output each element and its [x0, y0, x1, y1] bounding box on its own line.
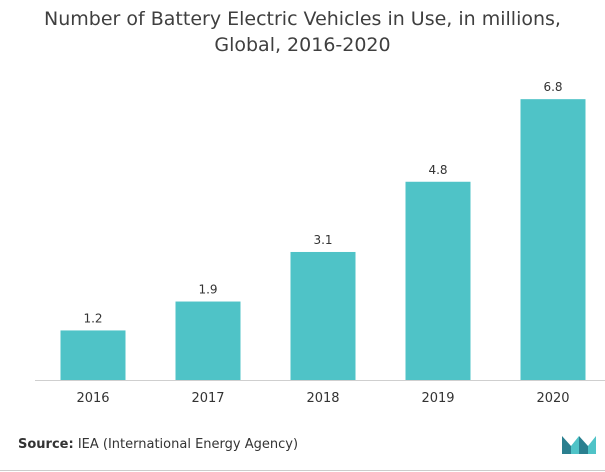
value-label-2020: 6.8 — [543, 80, 562, 94]
value-labels-group: 1.2 1.9 3.1 4.8 6.8 — [83, 80, 562, 325]
x-tick-label-2018: 2018 — [306, 391, 339, 406]
chart-title: Number of Battery Electric Vehicles in U… — [0, 6, 605, 58]
source-text: IEA (International Energy Agency) — [77, 437, 299, 452]
bar-2019 — [405, 181, 471, 380]
chart-title-line-1: Number of Battery Electric Vehicles in U… — [44, 8, 561, 30]
chart-title-line-2: Global, 2016-2020 — [214, 34, 391, 56]
source-label: Source: — [18, 437, 74, 452]
bar-chart: 1.2 1.9 3.1 4.8 6.8 2016 2017 2018 2019 2020 — [35, 80, 605, 406]
value-label-2019: 4.8 — [428, 163, 447, 177]
x-tick-labels-group: 2016 2017 2018 2019 2020 — [76, 391, 569, 406]
x-tick-label-2017: 2017 — [191, 391, 224, 406]
mordor-intelligence-logo-icon — [562, 436, 596, 454]
bar-2018 — [290, 251, 356, 380]
value-label-2017: 1.9 — [198, 283, 217, 297]
x-tick-label-2020: 2020 — [536, 391, 569, 406]
bars-group — [60, 99, 586, 380]
value-label-2016: 1.2 — [83, 311, 102, 325]
value-label-2018: 3.1 — [313, 233, 332, 247]
bar-2020 — [520, 99, 586, 380]
source-note: Source: IEA (International Energy Agency… — [18, 437, 298, 452]
x-tick-label-2019: 2019 — [421, 391, 454, 406]
x-tick-label-2016: 2016 — [76, 391, 109, 406]
bar-2017 — [175, 301, 241, 380]
bar-2016 — [60, 330, 126, 380]
bottom-divider — [0, 470, 605, 471]
